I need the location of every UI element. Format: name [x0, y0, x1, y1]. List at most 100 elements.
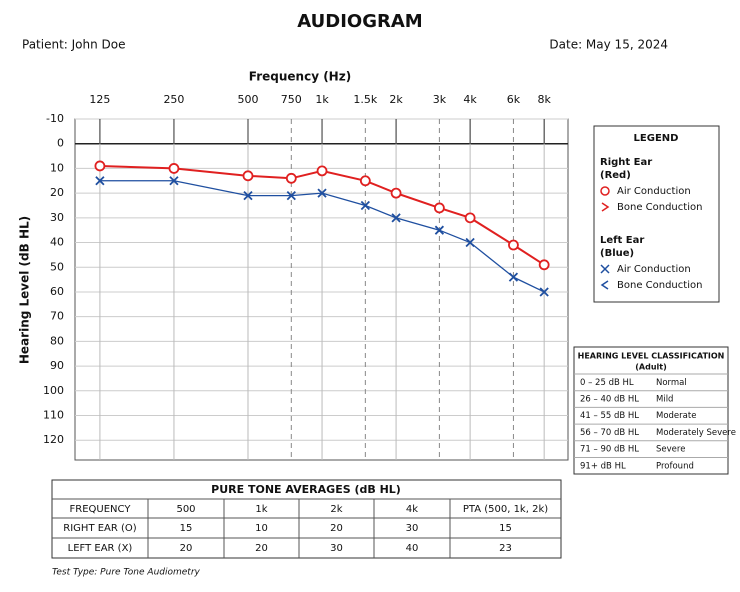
x-tick-label: 8k	[537, 93, 551, 106]
footer: Test Type: Pure Tone Audiometry	[52, 568, 201, 578]
marker	[94, 160, 106, 172]
marker	[390, 187, 402, 199]
pta-cell: 20	[255, 543, 268, 554]
x-tick-label: 500	[237, 93, 258, 106]
marker	[285, 172, 297, 184]
pta-header: 4k	[406, 504, 418, 515]
y-tick-label: 110	[43, 409, 64, 422]
class-cell: Severe	[656, 445, 685, 455]
pta-table	[51, 479, 562, 559]
x-tick-label: 1.5k	[353, 93, 377, 106]
legend-title: LEGEND	[634, 133, 679, 144]
legend-group: Right Ear	[600, 157, 652, 168]
y-tick-label: 0	[57, 137, 64, 150]
y-tick-label: 100	[43, 384, 64, 397]
y-tick-label: 120	[43, 433, 64, 446]
title: AUDIOGRAM	[297, 11, 422, 32]
pta-title: PURE TONE AVERAGES (dB HL)	[211, 483, 401, 496]
y-tick-label: 50	[50, 260, 64, 273]
pta-header: FREQUENCY	[70, 504, 132, 515]
class-title: HEARING LEVEL CLASSIFICATION	[578, 352, 725, 361]
class-cell: 41 – 55 dB HL	[580, 411, 639, 421]
class-cell: 56 – 70 dB HL	[580, 428, 639, 438]
y-tick-label: 40	[50, 236, 64, 249]
y-tick-label: 20	[50, 186, 64, 199]
marker	[317, 188, 327, 198]
x-tick-label: 3k	[433, 93, 447, 106]
marker	[433, 202, 445, 214]
pta-cell: 30	[406, 523, 419, 534]
legend-group-sub: (Blue)	[600, 248, 634, 259]
marker	[434, 225, 445, 235]
pta-cell: 30	[330, 543, 343, 554]
marker	[508, 272, 519, 282]
pta-cell: 15	[180, 523, 193, 534]
pta-cell: RIGHT EAR (O)	[63, 523, 137, 534]
x-tick-label: 250	[163, 93, 184, 106]
marker	[539, 287, 549, 297]
marker	[464, 212, 476, 224]
class-cell: Profound	[656, 461, 694, 471]
class-sub: (Adult)	[635, 363, 667, 372]
x-tick-label: 2k	[389, 93, 403, 106]
x-tick-label: 1k	[315, 93, 329, 106]
class-cell: Moderate	[656, 411, 696, 421]
marker	[465, 237, 475, 248]
class-cell: Moderately Severe	[656, 428, 736, 438]
legend-symbol	[601, 202, 610, 212]
class-cell: 91+ dB HL	[580, 461, 626, 471]
marker	[242, 170, 254, 182]
marker	[359, 175, 371, 187]
pta-cell: LEFT EAR (X)	[68, 543, 133, 554]
pta-header: PTA (500, 1k, 2k)	[463, 504, 548, 515]
pta-cell: 15	[499, 523, 512, 534]
pta-cell: 23	[499, 543, 512, 554]
marker	[508, 239, 519, 251]
marker	[168, 163, 180, 174]
marker	[316, 165, 328, 177]
y-tick-label: 70	[50, 310, 64, 323]
y-axis-label: Hearing Level (dB HL)	[18, 216, 32, 364]
pta-header: 500	[176, 504, 195, 515]
pta-cell: 20	[180, 543, 193, 554]
x-tick-label: 4k	[463, 93, 477, 106]
pta-header: 1k	[255, 504, 267, 515]
legend-item: Bone Conduction	[617, 202, 702, 213]
y-tick-label: 60	[50, 285, 64, 298]
pta-cell: 10	[255, 523, 268, 534]
y-tick-label: 10	[50, 161, 64, 174]
class-cell: 0 – 25 dB HL	[580, 378, 634, 388]
marker	[538, 259, 550, 271]
legend-group-sub: (Red)	[600, 170, 631, 181]
pta-cell: 20	[330, 523, 343, 534]
marker	[391, 213, 401, 223]
marker	[360, 200, 370, 211]
marker	[169, 176, 179, 186]
classification-box	[573, 346, 729, 475]
class-cell: 26 – 40 dB HL	[580, 395, 639, 405]
marker	[286, 190, 296, 201]
y-tick-label: 30	[50, 211, 64, 224]
y-tick-label: -10	[46, 112, 64, 125]
y-tick-label: 90	[50, 359, 64, 372]
legend-item: Air Conduction	[617, 264, 691, 275]
date: Date: May 15, 2024	[549, 38, 668, 52]
y-tick-label: 80	[50, 334, 64, 347]
legend-symbol	[600, 264, 610, 274]
class-cell: Mild	[656, 395, 673, 405]
marker	[243, 190, 253, 201]
class-cell: 71 – 90 dB HL	[580, 445, 639, 455]
x-tick-label: 125	[89, 93, 110, 106]
legend-item: Bone Conduction	[617, 280, 702, 291]
patient: Patient: John Doe	[22, 38, 126, 52]
pta-header: 2k	[330, 504, 342, 515]
x-tick-label: 750	[281, 93, 302, 106]
legend-group: Left Ear	[600, 235, 644, 246]
pta-cell: 40	[406, 543, 419, 554]
legend-item: Air Conduction	[617, 186, 691, 197]
x-axis-label: Frequency (Hz)	[249, 70, 351, 84]
marker	[95, 176, 105, 186]
legend-symbol	[600, 186, 610, 196]
legend-box	[593, 125, 720, 303]
